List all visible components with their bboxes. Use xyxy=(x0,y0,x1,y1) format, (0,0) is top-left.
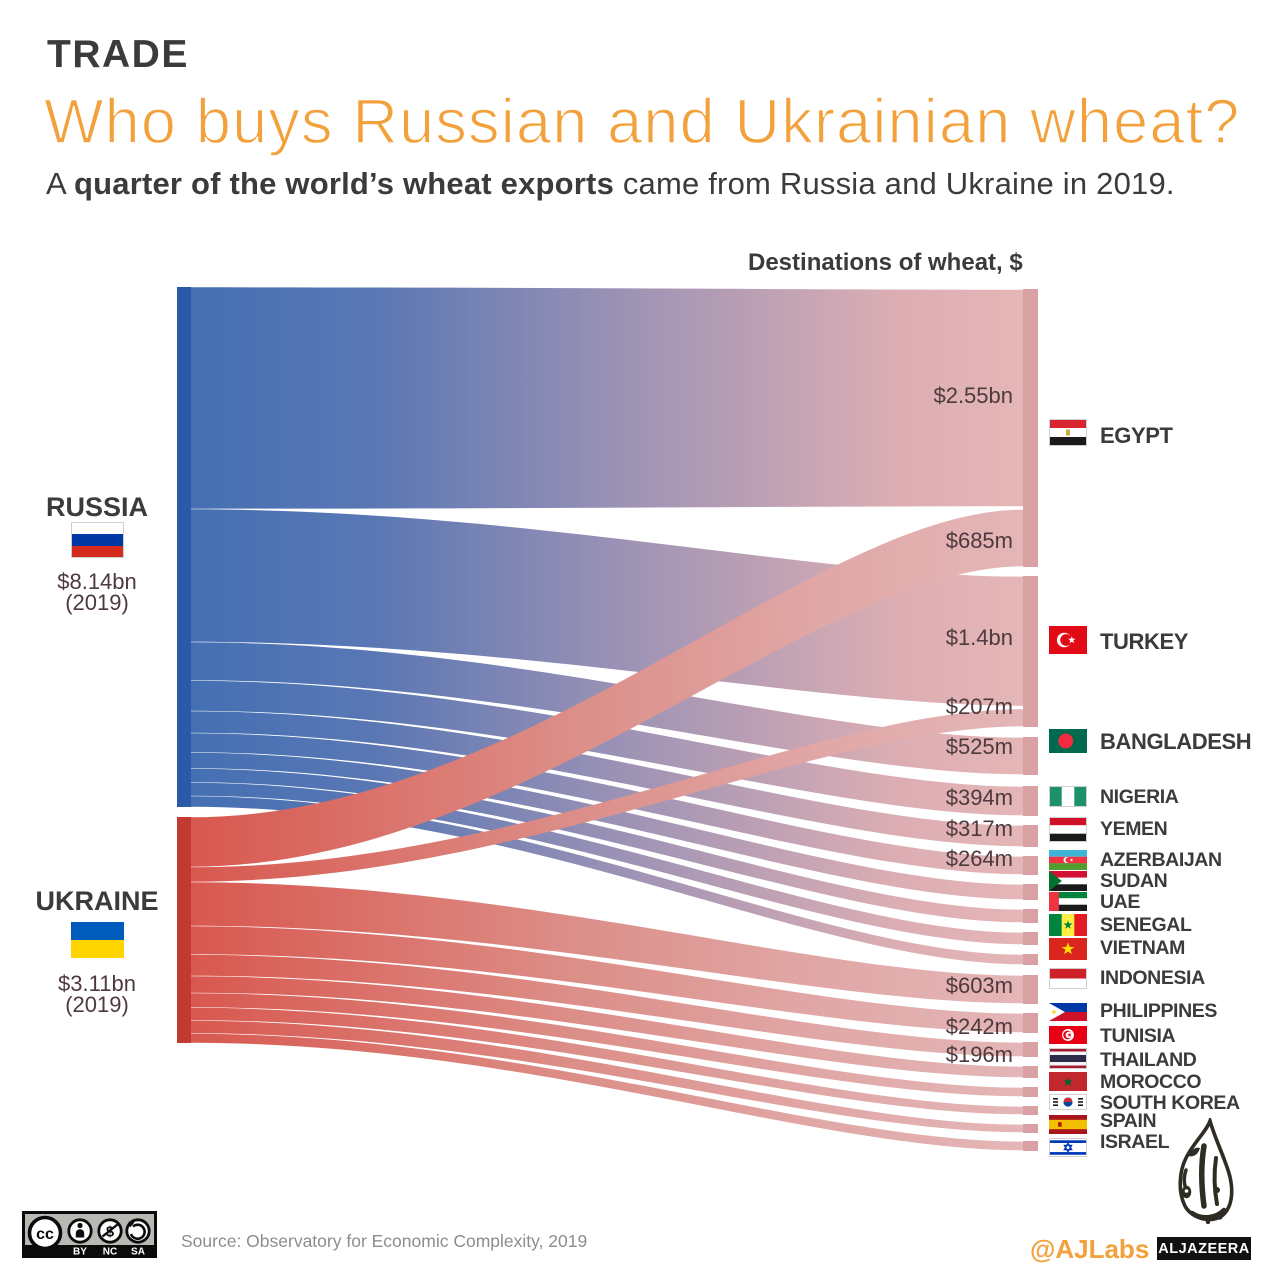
svg-text:BY: BY xyxy=(73,1247,87,1258)
svg-text:SA: SA xyxy=(131,1247,145,1258)
svg-text:NC: NC xyxy=(103,1247,117,1258)
svg-text:cc: cc xyxy=(36,1226,54,1243)
svg-text:$: $ xyxy=(106,1225,114,1241)
